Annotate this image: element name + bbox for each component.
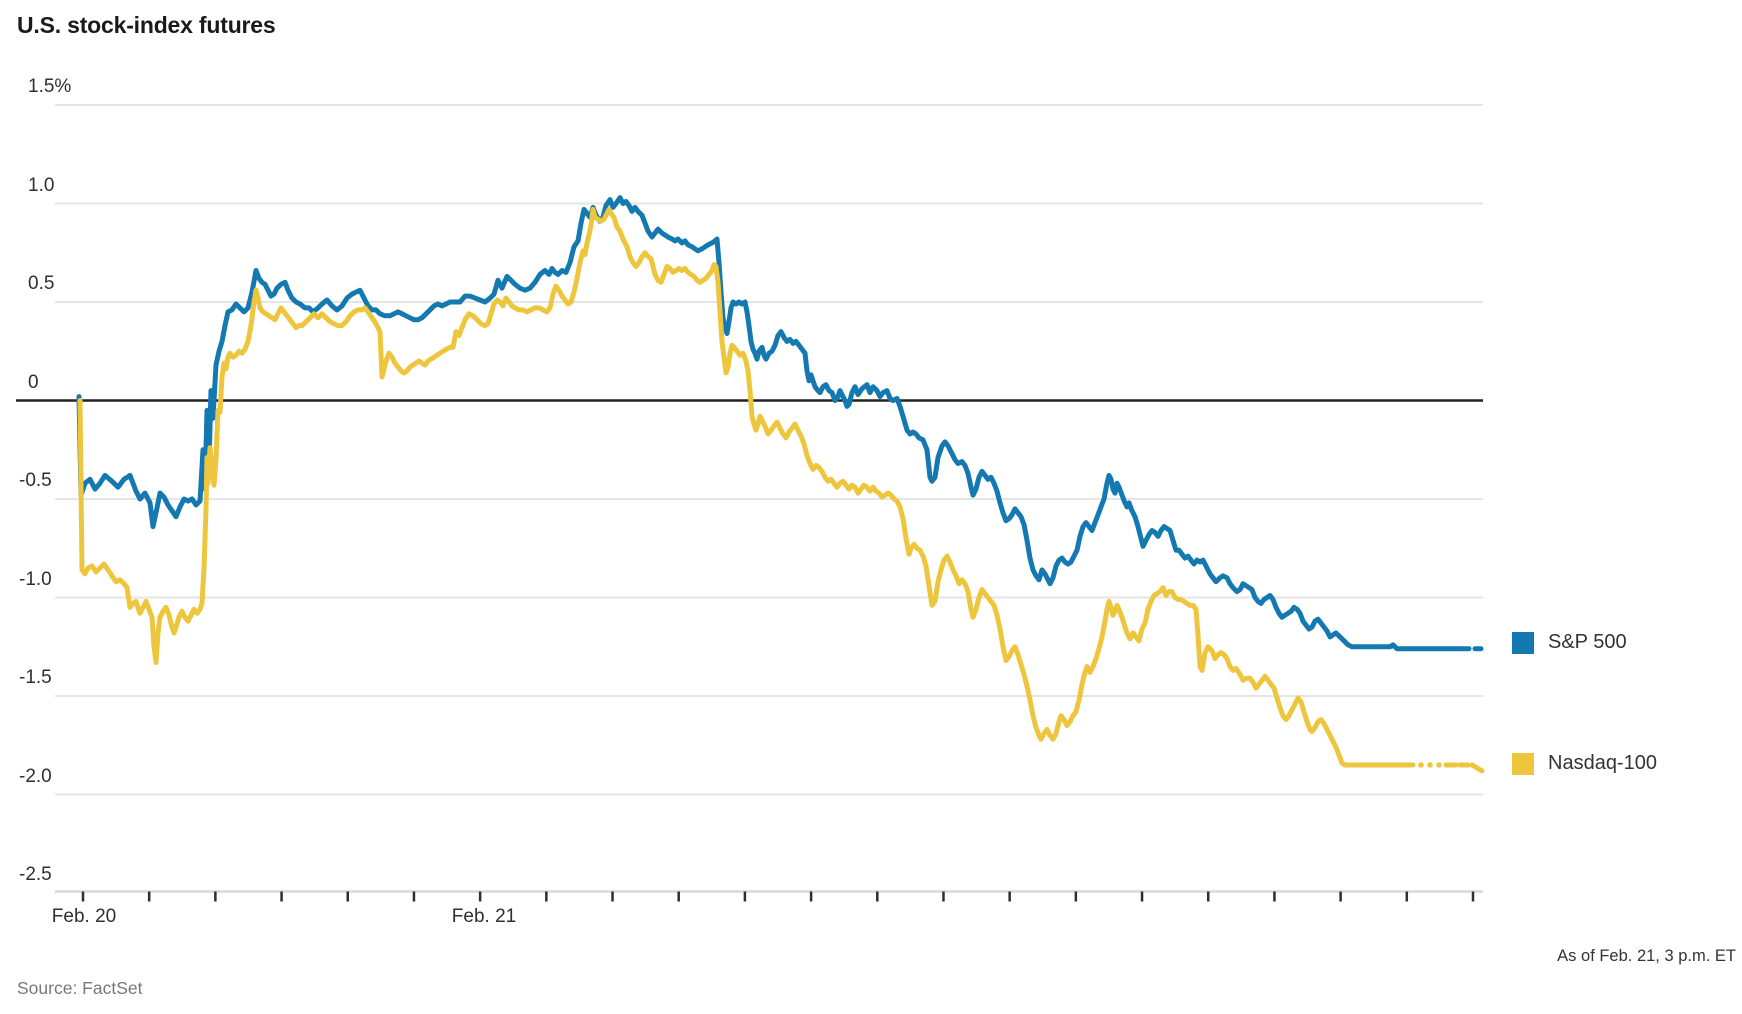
- x-axis-label: Feb. 20: [51, 906, 117, 927]
- y-axis-label: 0: [28, 371, 39, 393]
- legend-item-nasdaq: Nasdaq-100: [1512, 752, 1657, 775]
- y-axis-label: 1.0: [28, 174, 55, 196]
- nasdaq-tail-dot: [1436, 762, 1442, 768]
- y-axis-label: -1.5: [19, 667, 52, 688]
- sp500-line: [76, 195, 1472, 652]
- y-axis-label: -0.5: [19, 470, 52, 491]
- legend-label-sp500: S&P 500: [1548, 631, 1627, 653]
- nasdaq-tail-dash: [1469, 762, 1485, 774]
- sp500-swatch-icon: [1512, 631, 1534, 654]
- y-axis-label: 1.5%: [28, 76, 72, 97]
- y-axis-label: -1.0: [19, 568, 52, 590]
- chart-title: U.S. stock-index futures: [17, 12, 276, 38]
- legend-item-sp500: S&P 500: [1512, 631, 1627, 654]
- x-axis-label: Feb. 21: [451, 906, 517, 927]
- as-of-timestamp: As of Feb. 21, 3 p.m. ET: [1557, 947, 1736, 965]
- nasdaq-tail-dot: [1427, 762, 1433, 768]
- legend-label-nasdaq: Nasdaq-100: [1548, 752, 1657, 774]
- y-axis-label: -2.5: [19, 864, 52, 885]
- nasdaq-swatch-icon: [1512, 752, 1534, 775]
- nasdaq-line: [77, 206, 1416, 768]
- y-axis-label: 0.5: [28, 273, 55, 294]
- y-axis-label: -2.0: [19, 765, 52, 787]
- nasdaq-tail-dot: [1418, 762, 1424, 768]
- source-attribution: Source: FactSet: [17, 978, 143, 998]
